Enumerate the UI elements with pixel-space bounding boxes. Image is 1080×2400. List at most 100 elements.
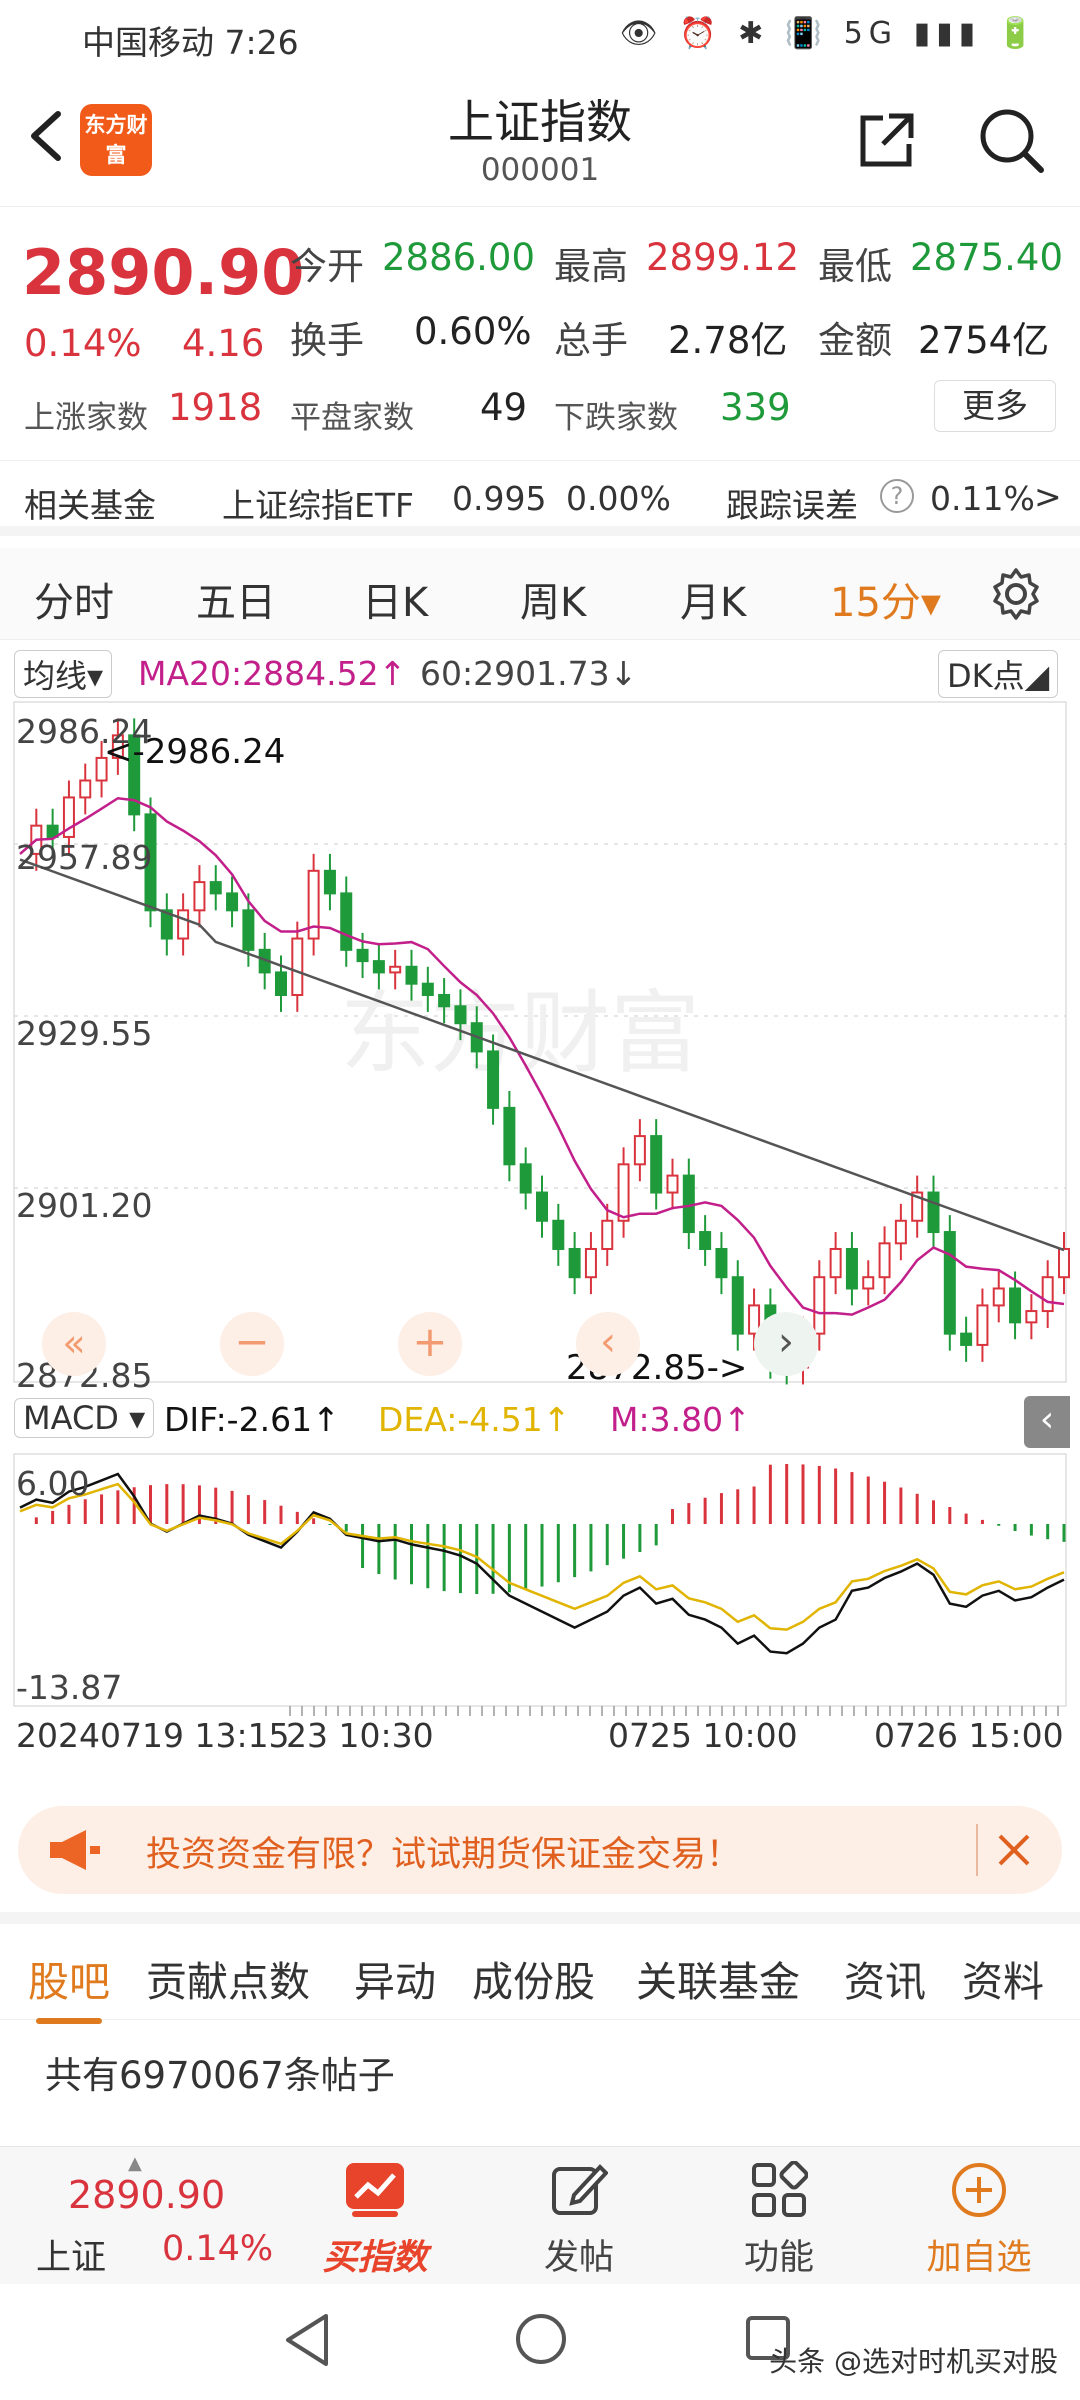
candle-body <box>682 1174 695 1234</box>
fund-price: 0.995 <box>452 479 547 518</box>
open-value: 2886.00 <box>382 236 536 279</box>
flat-count: 49 <box>480 386 528 429</box>
dea-legend: DEA:-4.51↑ <box>378 1400 571 1439</box>
mini-price: 2890.90 <box>68 2173 226 2217</box>
candle-body <box>128 734 141 816</box>
related-fund-row[interactable]: 相关基金 上证综指ETF 0.995 0.00% 跟踪误差 ? 0.11% > <box>0 460 1080 536</box>
price-frame <box>13 701 1067 1383</box>
tab-five-day[interactable]: 五日 <box>196 580 276 626</box>
back-icon[interactable] <box>22 106 72 166</box>
down-count: 339 <box>720 386 791 429</box>
candle-body <box>911 1191 924 1222</box>
macd-top-label: 6.00 <box>16 1464 90 1503</box>
tab-contribution[interactable]: 贡献点数 <box>146 1958 310 2006</box>
candle-body <box>323 869 336 895</box>
related-fund-label: 相关基金 <box>24 486 156 525</box>
add-watchlist-label: 加自选 <box>926 2238 1032 2278</box>
candle-body <box>813 1276 826 1335</box>
volume-value: 2.78亿 <box>668 319 788 362</box>
period-tabs: 分时 五日 日K 周K 月K 15分▾ <box>0 548 1080 640</box>
change-value: 4.16 <box>182 322 265 365</box>
scroll-left-icon[interactable]: ‹ <box>576 1312 640 1376</box>
down-count-label: 下跌家数 <box>554 400 678 436</box>
post-button[interactable]: 发帖 <box>504 2147 654 2285</box>
nav-home-icon[interactable] <box>514 2312 568 2366</box>
close-icon[interactable] <box>994 1830 1034 1870</box>
edit-icon <box>552 2164 608 2215</box>
tab-related-funds[interactable]: 关联基金 <box>636 1958 800 2006</box>
scroll-right-icon[interactable]: › <box>754 1312 818 1376</box>
macd-bottom-label: -13.87 <box>16 1668 123 1707</box>
add-watchlist-button[interactable]: 加自选 <box>904 2147 1054 2285</box>
collapse-panel-icon[interactable]: ‹ <box>1024 1396 1070 1448</box>
y-tick-label: 2957.89 <box>16 838 153 877</box>
candle-body <box>894 1219 907 1245</box>
candle-body <box>275 971 287 996</box>
tab-monthly-k[interactable]: 月K <box>680 580 747 626</box>
candle-body <box>389 965 402 974</box>
candle-body <box>405 965 418 985</box>
candle-body <box>177 909 190 940</box>
scroll-left-fast-icon[interactable]: « <box>42 1312 106 1376</box>
low-label: 最低 <box>818 245 892 288</box>
watermark-text: 头条 @选对时机买对股 <box>769 2345 1058 2378</box>
mini-quote[interactable]: ▲ 2890.90 上证 0.14% <box>0 2147 290 2285</box>
function-label: 功能 <box>743 2238 814 2278</box>
ma-selector[interactable]: 均线▾ <box>14 650 113 698</box>
candle-body <box>536 1191 548 1222</box>
tab-weekly-k[interactable]: 周K <box>520 580 587 626</box>
candle-body <box>340 892 353 951</box>
amount-label: 金额 <box>818 319 892 362</box>
candle-body <box>584 1247 597 1279</box>
candle-body <box>650 1135 663 1194</box>
share-icon[interactable] <box>855 108 919 172</box>
candle-body <box>291 937 304 996</box>
tab-constituents[interactable]: 成份股 <box>472 1958 595 2006</box>
search-icon[interactable] <box>975 104 1047 176</box>
candle-body <box>62 796 75 838</box>
kline-chart[interactable]: 均线▾ MA20:2884.52↑ 60:2901.73↓ DK点◢ 东方财富 … <box>0 644 1080 1784</box>
ma60-legend: 60:2901.73↓ <box>420 654 638 693</box>
candle-body <box>992 1287 1005 1307</box>
candlestick-svg: 东方财富 <box>13 701 1070 1716</box>
tab-profile[interactable]: 资料 <box>962 1958 1044 2006</box>
candle-body <box>666 1174 679 1194</box>
function-button[interactable]: 功能 <box>704 2147 854 2285</box>
ad-banner[interactable]: 投资资金有限？试试期货保证金交易！ <box>18 1806 1062 1894</box>
candle-body <box>748 1304 761 1335</box>
tab-daily-k[interactable]: 日K <box>362 580 429 626</box>
tab-15min[interactable]: 15分▾ <box>830 580 941 626</box>
macd-frame <box>13 1453 1067 1707</box>
candle-body <box>503 1106 516 1166</box>
megaphone-icon <box>50 1830 100 1870</box>
zoom-out-icon[interactable]: − <box>220 1312 284 1376</box>
up-count: 1918 <box>168 386 263 429</box>
help-icon[interactable]: ? <box>880 479 914 513</box>
zoom-in-icon[interactable]: + <box>398 1312 462 1376</box>
fund-pct: 0.00% <box>566 479 671 518</box>
buy-index-button[interactable]: 买指数 <box>300 2147 450 2285</box>
carrier-time: 中国移动 7:26 <box>82 23 299 62</box>
x-axis-end-label: 0726 15:00 <box>874 1716 1064 1755</box>
tab-intraday[interactable]: 分时 <box>34 580 114 626</box>
tab-movement[interactable]: 异动 <box>354 1958 436 2006</box>
candle-body <box>568 1247 581 1279</box>
mini-name: 上证 <box>36 2238 107 2278</box>
x-axis-start-label: 20240719 13:15 <box>16 1716 290 1755</box>
nav-recent-icon[interactable] <box>744 2314 792 2362</box>
status-bar: 中国移动 7:26 👁 ⏰ ✱ 📳 5G ▮▮▮ 🔋 <box>0 0 1080 72</box>
tab-news[interactable]: 资讯 <box>844 1958 926 2006</box>
dk-point-button[interactable]: DK点◢ <box>938 650 1059 698</box>
candle-body <box>633 1135 646 1166</box>
candle-body <box>1009 1287 1022 1324</box>
settings-gear-icon[interactable] <box>988 566 1044 622</box>
nav-back-icon[interactable] <box>282 2312 332 2368</box>
candle-body <box>144 813 157 912</box>
candle-body <box>1058 1247 1070 1279</box>
tab-forum[interactable]: 股吧 <box>28 1948 110 2024</box>
more-button[interactable]: 更多 <box>934 380 1056 432</box>
candle-body <box>829 1247 842 1279</box>
header: 东方财富 上证指数 000001 <box>0 72 1080 207</box>
indicator-selector[interactable]: MACD ▾ <box>14 1398 155 1438</box>
banner-divider <box>976 1824 978 1876</box>
